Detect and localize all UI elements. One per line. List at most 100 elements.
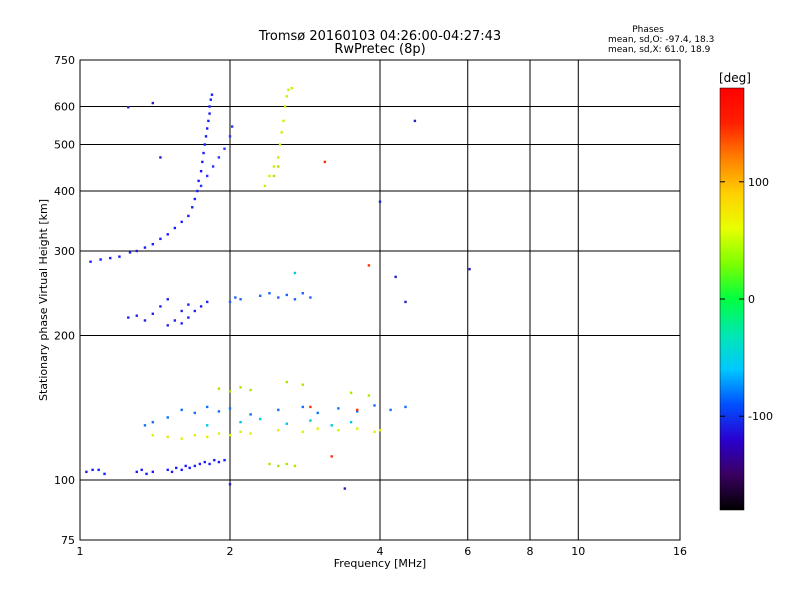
data-point <box>277 464 280 468</box>
data-point <box>239 386 242 389</box>
data-point <box>135 470 138 474</box>
data-point <box>208 112 211 115</box>
data-point <box>378 429 382 432</box>
data-point <box>285 293 288 297</box>
data-point <box>228 433 232 437</box>
data-point <box>263 184 267 188</box>
data-point <box>268 462 271 466</box>
data-point <box>135 249 138 253</box>
data-point <box>217 432 221 435</box>
data-point <box>301 383 305 386</box>
data-point <box>373 430 376 434</box>
data-point <box>349 420 353 424</box>
data-point <box>193 309 197 313</box>
data-point <box>203 143 206 146</box>
data-point <box>249 432 252 435</box>
data-point <box>143 246 147 249</box>
data-point <box>330 424 333 427</box>
y-tick-label: 300 <box>54 245 75 258</box>
data-point <box>285 462 288 466</box>
data-point <box>99 258 102 261</box>
data-point <box>208 105 211 108</box>
data-point <box>337 407 340 410</box>
data-point <box>272 165 276 168</box>
data-point <box>349 391 353 394</box>
y-tick-label: 600 <box>54 101 75 114</box>
x-tick-label: 10 <box>571 545 585 558</box>
data-point <box>213 458 216 462</box>
data-point <box>404 300 407 304</box>
data-point <box>207 119 210 123</box>
y-axis-ticks: 75 100 200 300 400 500 600 750 <box>54 54 75 547</box>
data-point <box>228 390 232 393</box>
data-point <box>180 468 183 472</box>
data-point <box>205 405 209 409</box>
chart-subtitle: RwPretec (8p) <box>334 42 425 57</box>
data-point <box>193 411 197 415</box>
data-point <box>259 294 262 297</box>
data-point <box>217 410 221 413</box>
data-point <box>193 197 197 201</box>
data-point <box>290 87 293 90</box>
data-point <box>277 296 280 299</box>
chart-title: Tromsø 20160103 04:26:00-04:27:43 <box>258 29 501 44</box>
data-point <box>166 298 169 301</box>
data-point <box>293 298 297 301</box>
data-point <box>143 424 147 427</box>
data-point <box>389 408 392 412</box>
data-point <box>199 305 203 308</box>
data-point <box>151 420 155 424</box>
data-point <box>193 464 197 468</box>
data-point <box>151 312 155 315</box>
data-point <box>230 125 234 128</box>
data-point <box>180 220 183 224</box>
data-point <box>301 430 305 434</box>
data-point <box>159 156 162 159</box>
data-point <box>282 119 285 123</box>
data-point <box>228 407 232 410</box>
data-point <box>151 470 155 474</box>
data-point <box>330 455 333 458</box>
data-point <box>151 242 155 246</box>
data-point <box>228 483 232 486</box>
colorbar-tick-label: 0 <box>748 293 755 306</box>
data-point <box>140 468 143 472</box>
data-point <box>309 296 312 299</box>
data-point <box>277 408 280 412</box>
data-point <box>413 119 417 123</box>
data-point <box>173 226 177 230</box>
data-point <box>337 429 340 432</box>
data-point <box>316 427 319 430</box>
data-point <box>159 237 162 241</box>
data-point <box>367 264 371 267</box>
plot-frame <box>79 59 681 541</box>
data-point <box>135 314 138 317</box>
data-point <box>197 179 200 183</box>
data-point <box>97 468 100 472</box>
x-tick-label: 6 <box>464 545 471 558</box>
x-axis-label: Frequency [MHz] <box>334 557 426 570</box>
colorbar-ticks: 100 0 -100 <box>720 176 773 423</box>
y-tick-label: 400 <box>54 185 75 198</box>
data-point <box>210 93 214 96</box>
data-points <box>85 87 471 490</box>
stats-title: Phases <box>632 25 664 35</box>
data-point <box>151 433 155 437</box>
data-point <box>468 267 471 271</box>
data-point <box>404 405 407 409</box>
data-point <box>280 131 283 134</box>
data-point <box>355 427 359 430</box>
data-point <box>217 156 221 159</box>
data-point <box>166 233 169 236</box>
data-point <box>205 435 209 439</box>
data-point <box>209 98 212 101</box>
data-point <box>268 292 271 295</box>
data-point <box>196 189 199 193</box>
data-point <box>202 151 205 155</box>
data-point <box>203 460 206 464</box>
data-point <box>285 95 288 98</box>
data-point <box>309 419 312 422</box>
data-point <box>378 200 382 203</box>
data-point <box>191 206 194 209</box>
